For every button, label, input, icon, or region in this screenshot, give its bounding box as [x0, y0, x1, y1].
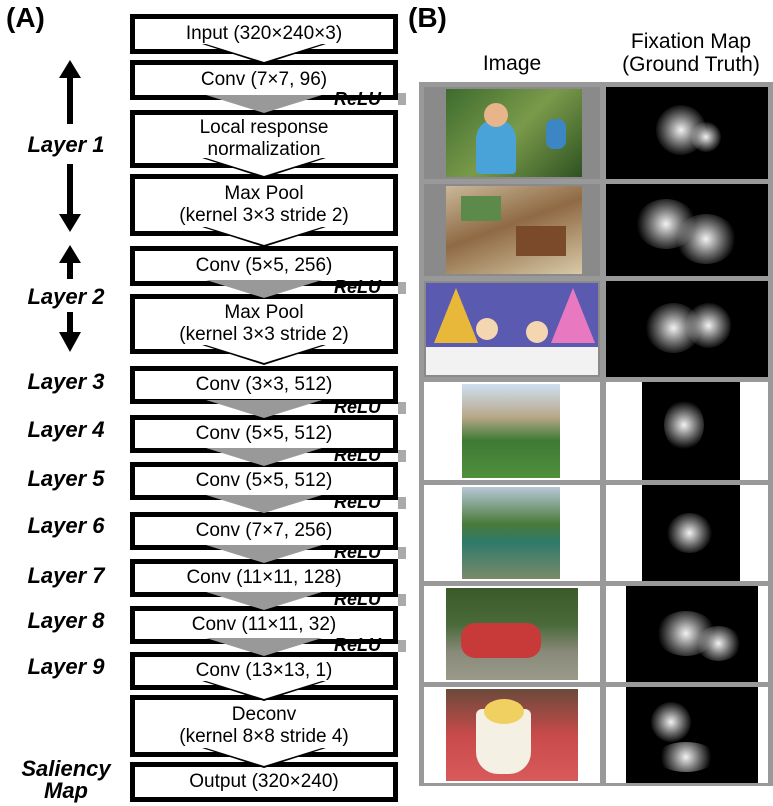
layer1-label: Layer 1 — [27, 132, 105, 157]
row6-photo — [446, 588, 578, 680]
deconv-line2: (kernel 8×8 stride 4) — [179, 726, 349, 747]
row3-image-cell — [424, 281, 600, 377]
row5-fixation-cell — [606, 485, 768, 581]
row2-fixation-map — [606, 184, 768, 276]
pool2-line2: (kernel 3×3 stride 2) — [179, 324, 349, 345]
panel-b-label: (B) — [408, 2, 447, 33]
relu-label-4: ReLU — [334, 445, 382, 465]
connector-conv8-relu — [206, 638, 322, 656]
row5-image-cell — [424, 485, 600, 581]
lrn-line2: normalization — [207, 139, 321, 160]
row1-image-cell — [424, 87, 600, 179]
relu-label-8: ReLU — [334, 635, 382, 655]
connector-lrn — [206, 158, 322, 176]
pool1-line2: (kernel 3×3 stride 2) — [179, 205, 349, 226]
layer5-label: Layer 5 — [27, 466, 105, 491]
row3-photo — [426, 283, 598, 375]
layer9-label: Layer 9 — [27, 654, 105, 679]
layer2-up-shaft — [67, 261, 73, 279]
connector-conv2-relu — [206, 280, 322, 298]
row7-image-cell — [424, 687, 600, 783]
connector-conv3-relu — [206, 400, 322, 418]
layer1-up-shaft — [67, 76, 73, 124]
conv6-box: Conv (7×7, 256) — [130, 512, 398, 550]
layer1-up-arrowhead — [59, 60, 81, 78]
relu-bar-1 — [398, 93, 406, 105]
image-column-header: Image — [482, 52, 542, 75]
connector-pool2 — [206, 345, 322, 363]
image-grid — [419, 82, 773, 786]
layer1-down-shaft — [67, 164, 73, 216]
connector-conv5-relu — [206, 495, 322, 513]
layer7-label: Layer 7 — [27, 563, 105, 588]
row7-fixation-map — [626, 687, 758, 783]
fixation-column-header: Fixation Map (Ground Truth) — [606, 30, 773, 76]
row4-photo — [462, 384, 560, 478]
relu-bar-6 — [398, 547, 406, 559]
connector-conv1-relu — [206, 95, 322, 113]
layer-arrows — [59, 60, 81, 352]
relu-bar-2 — [398, 282, 406, 294]
pool1-line1: Max Pool — [224, 183, 304, 204]
relu-label-6: ReLU — [334, 542, 382, 562]
fixation-header-line1: Fixation Map — [630, 30, 752, 53]
row6-fixation-cell — [606, 586, 768, 682]
layer2-down-arrowhead — [59, 332, 81, 352]
row4-fixation-cell — [606, 382, 768, 480]
relu-bar-3 — [398, 402, 406, 414]
layer3-label: Layer 3 — [27, 369, 105, 394]
pool2-line1: Max Pool — [224, 302, 304, 323]
panel-a-label: (A) — [6, 2, 45, 33]
row7-photo — [446, 689, 578, 781]
connector-conv4-relu — [206, 448, 322, 466]
fixation-header-line2: (Ground Truth) — [622, 53, 760, 76]
relu-bar-5 — [398, 497, 406, 509]
connector-pool1 — [206, 227, 322, 245]
row5-photo — [462, 487, 560, 579]
connector-conv7-relu — [206, 592, 322, 610]
relu-bar-7 — [398, 594, 406, 606]
output-box: Output (320×240) — [130, 762, 398, 802]
layer8-label: Layer 8 — [27, 608, 105, 633]
lrn-line1: Local response — [199, 117, 329, 138]
saliency-line2: Map — [44, 778, 88, 803]
row2-image-cell — [424, 184, 600, 276]
connector-conv6-relu — [206, 545, 322, 563]
saliency-map-label: Saliency Map — [6, 758, 126, 802]
layer4-label: Layer 4 — [27, 417, 105, 442]
row1-photo — [446, 89, 582, 177]
layer2-down-shaft — [67, 312, 73, 332]
row5-fixation-map — [642, 485, 740, 581]
relu-label-5: ReLU — [334, 492, 382, 512]
row2-photo — [446, 186, 582, 274]
layer2-up-arrowhead — [59, 245, 81, 263]
connector-input — [206, 44, 322, 62]
layer1-down-arrowhead — [59, 214, 81, 232]
relu-bar-8 — [398, 640, 406, 652]
relu-label-1: ReLU — [334, 89, 382, 109]
row6-fixation-map — [626, 586, 758, 682]
deconv-line1: Deconv — [231, 704, 297, 725]
conv8-box: Conv (11×11, 32) — [130, 606, 398, 644]
connector-conv9 — [206, 681, 322, 699]
layer6-label: Layer 6 — [27, 513, 105, 538]
layer2-label: Layer 2 — [27, 284, 105, 309]
connector-deconv — [206, 748, 322, 766]
relu-label-2: ReLU — [334, 277, 382, 297]
relu-label-7: ReLU — [334, 589, 382, 609]
row7-fixation-cell — [606, 687, 768, 783]
saliency-line1: Saliency — [21, 756, 111, 781]
row3-fixation-map — [606, 281, 768, 377]
relu-label-3: ReLU — [334, 397, 382, 417]
row1-fixation-map — [606, 87, 768, 179]
relu-bar-4 — [398, 450, 406, 462]
row4-image-cell — [424, 382, 600, 480]
row6-image-cell — [424, 586, 600, 682]
row4-fixation-map — [642, 382, 740, 480]
